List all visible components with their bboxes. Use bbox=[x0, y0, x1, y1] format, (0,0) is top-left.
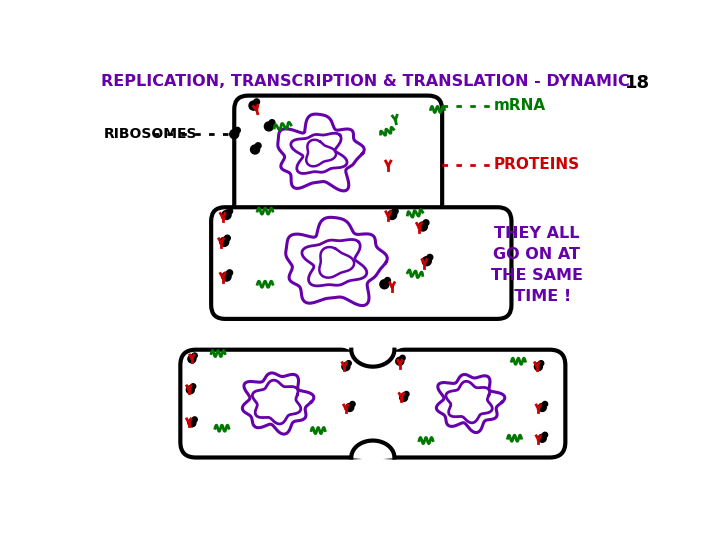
Circle shape bbox=[222, 272, 231, 281]
Text: 18: 18 bbox=[626, 74, 651, 92]
Circle shape bbox=[249, 101, 258, 110]
Circle shape bbox=[350, 401, 355, 407]
Circle shape bbox=[192, 417, 197, 422]
Circle shape bbox=[186, 386, 194, 394]
Circle shape bbox=[192, 353, 197, 358]
Polygon shape bbox=[341, 346, 405, 367]
Circle shape bbox=[423, 220, 429, 226]
Circle shape bbox=[392, 208, 398, 214]
Circle shape bbox=[346, 361, 351, 366]
Circle shape bbox=[188, 419, 196, 427]
Circle shape bbox=[404, 392, 409, 397]
Circle shape bbox=[191, 384, 196, 389]
Circle shape bbox=[534, 363, 542, 370]
Circle shape bbox=[542, 401, 548, 407]
Circle shape bbox=[222, 211, 231, 219]
FancyBboxPatch shape bbox=[180, 350, 565, 457]
Circle shape bbox=[346, 403, 354, 411]
Polygon shape bbox=[341, 441, 405, 461]
Circle shape bbox=[418, 222, 428, 231]
Text: REPLICATION, TRANSCRIPTION & TRANSLATION - DYNAMIC: REPLICATION, TRANSCRIPTION & TRANSLATION… bbox=[101, 74, 630, 89]
Circle shape bbox=[227, 270, 233, 275]
FancyBboxPatch shape bbox=[211, 207, 511, 319]
Circle shape bbox=[422, 256, 431, 266]
Circle shape bbox=[220, 238, 229, 246]
Text: RIBOSOMES: RIBOSOMES bbox=[104, 127, 197, 141]
FancyBboxPatch shape bbox=[234, 96, 442, 219]
Circle shape bbox=[380, 280, 389, 289]
Circle shape bbox=[256, 143, 261, 148]
Text: mRNA: mRNA bbox=[494, 98, 546, 113]
Circle shape bbox=[188, 355, 196, 363]
Circle shape bbox=[427, 254, 433, 260]
Circle shape bbox=[387, 211, 397, 219]
Circle shape bbox=[542, 433, 548, 437]
Circle shape bbox=[342, 363, 350, 370]
Circle shape bbox=[253, 99, 259, 105]
Circle shape bbox=[539, 434, 546, 442]
Text: THEY ALL
GO ON AT
THE SAME
  TIME !: THEY ALL GO ON AT THE SAME TIME ! bbox=[491, 226, 583, 304]
Circle shape bbox=[269, 120, 275, 125]
Circle shape bbox=[227, 208, 233, 214]
Circle shape bbox=[400, 355, 405, 360]
Circle shape bbox=[251, 145, 259, 154]
Circle shape bbox=[235, 127, 240, 133]
Circle shape bbox=[396, 357, 404, 365]
Circle shape bbox=[400, 394, 408, 401]
Circle shape bbox=[539, 403, 546, 411]
Circle shape bbox=[230, 130, 239, 139]
Circle shape bbox=[539, 361, 544, 366]
Circle shape bbox=[225, 235, 230, 241]
Circle shape bbox=[264, 122, 274, 131]
Circle shape bbox=[384, 278, 390, 284]
Text: PROTEINS: PROTEINS bbox=[494, 157, 580, 172]
